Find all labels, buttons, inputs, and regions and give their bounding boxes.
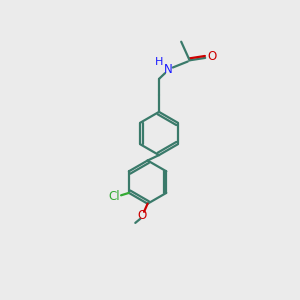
Text: O: O — [137, 209, 146, 222]
Text: Cl: Cl — [108, 190, 120, 203]
Text: O: O — [207, 50, 216, 63]
Text: H: H — [155, 57, 163, 67]
Text: N: N — [164, 63, 173, 76]
